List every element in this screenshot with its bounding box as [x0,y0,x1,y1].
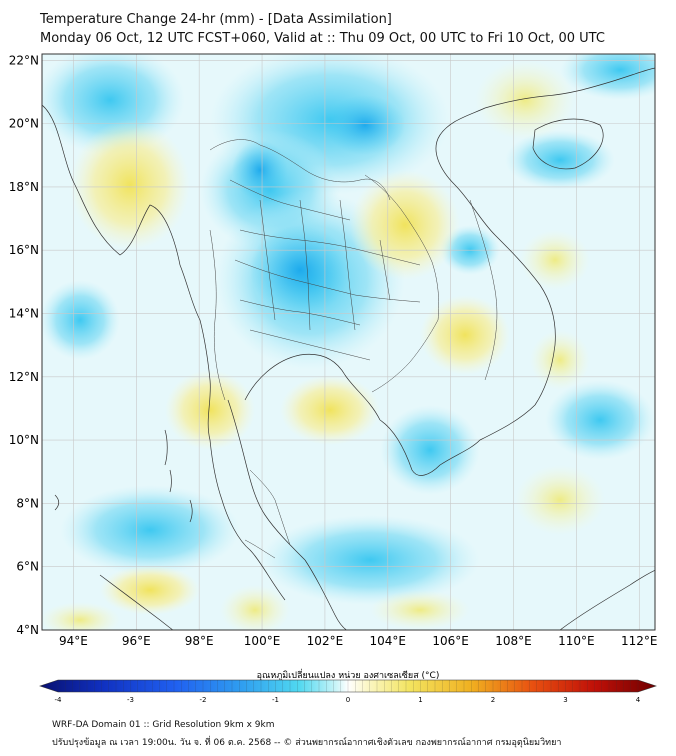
lat-tick-label: 8°N [16,496,39,510]
map-title: Temperature Change 24-hr (mm) - [Data As… [40,12,392,27]
colorbar-tick-label: -2 [200,696,207,704]
map-frame [41,53,656,631]
lat-tick-label: 16°N [9,243,39,257]
colorbar-tick-label: 3 [563,696,567,704]
lon-tick-label: 102°E [307,634,344,648]
lat-tick-label: 6°N [16,560,39,574]
colorbar-tick-label: -1 [272,696,279,704]
temperature-field [42,54,655,630]
colorbar-label: อุณหภูมิเปลี่ยนแปลง หน่วย องศาเซลเซียส (… [257,668,440,681]
lat-tick-label: 20°N [9,117,39,131]
provincial-boundaries [209,139,498,559]
lon-tick-label: 96°E [122,634,151,648]
lat-tick-label: 4°N [16,623,39,637]
lat-tick-label: 10°N [9,433,39,447]
colorbar-tick-label: -4 [55,696,63,704]
lon-tick-label: 106°E [432,634,469,648]
colorbar-divisions [57,680,639,692]
footer-model-info: WRF-DA Domain 01 :: Grid Resolution 9km … [52,720,275,730]
lat-tick-label: 12°N [9,370,39,384]
colorbar-tick-labels: -4 -3 -2 -1 0 1 2 3 4 [55,696,641,704]
coastlines-and-borders [42,67,655,630]
colorbar-tick-label: 2 [491,696,495,704]
lon-tick-label: 108°E [495,634,532,648]
colorbar-tick-label: -3 [127,696,134,704]
lon-tick-label: 112°E [621,634,658,648]
latitude-tick-labels: 22°N 20°N 18°N 16°N 14°N 12°N 10°N 8°N 6°N 4°N [9,53,39,637]
lon-tick-label: 94°E [59,634,88,648]
lat-tick-label: 22°N [9,53,39,67]
lon-tick-label: 104°E [370,634,407,648]
colorbar-tick-label: 1 [418,696,422,704]
map-subtitle: Monday 06 Oct, 12 UTC FCST+060, Valid at… [40,31,605,46]
lon-tick-label: 110°E [558,634,595,648]
footer-credit: ปรับปรุงข้อมูล ณ เวลา 19:00น. วัน จ. ที่… [52,738,562,748]
lat-tick-label: 14°N [9,307,39,321]
lon-tick-label: 98°E [185,634,214,648]
lon-tick-label: 100°E [244,634,281,648]
colorbar-tick-label: 4 [636,696,641,704]
colorbar-tick-label: 0 [346,696,350,704]
longitude-tick-labels: 94°E 96°E 98°E 100°E 102°E 104°E 106°E 108°E 110… [59,634,658,648]
lat-tick-label: 18°N [9,180,39,194]
